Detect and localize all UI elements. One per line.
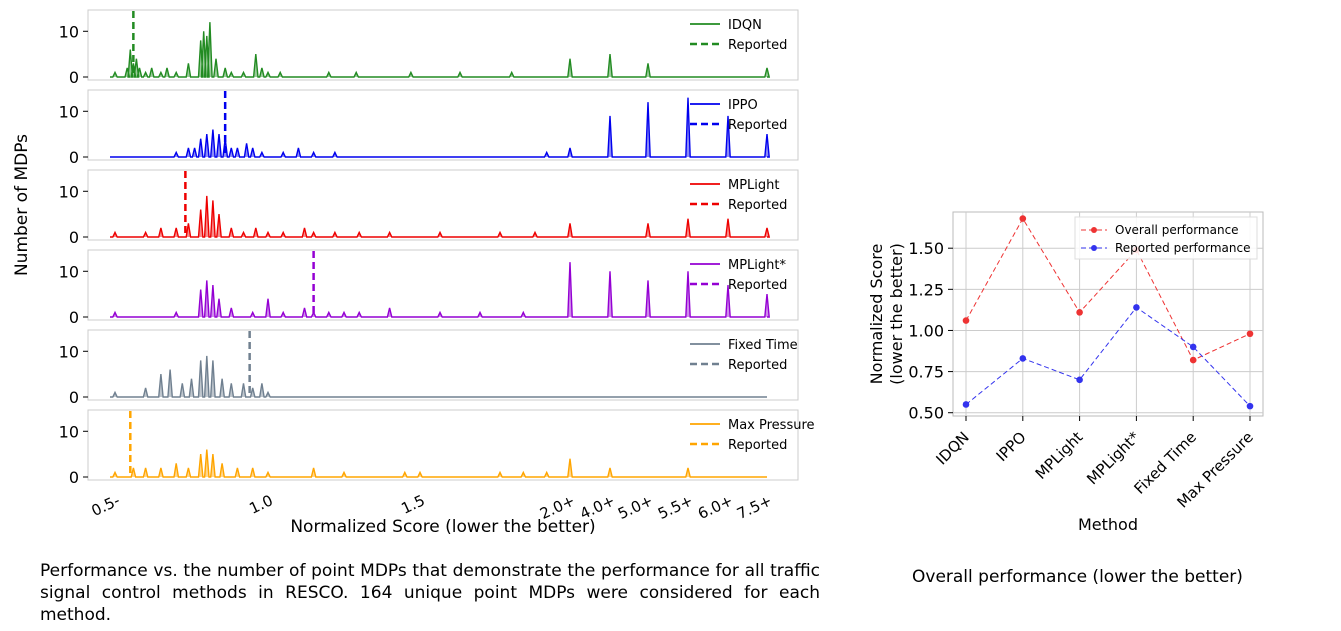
y-tick-label: 0	[69, 308, 79, 327]
x-tick-label: 5.5+	[655, 491, 696, 523]
legend-label-series: Fixed Time	[728, 338, 798, 353]
data-point	[1246, 402, 1254, 410]
y-tick-label: 0	[69, 388, 79, 407]
y-tick-label: 1.25	[908, 280, 944, 299]
data-point	[1019, 215, 1027, 222]
legend-label-series: MPLight*	[728, 258, 786, 273]
x-axis-label: Method	[1078, 515, 1138, 534]
legend-fixed-time: Fixed Time Reported	[690, 338, 798, 373]
series-reported-performance	[962, 304, 1254, 410]
y-tick-label: 1.00	[908, 321, 944, 340]
legend-label: Overall performance	[1115, 223, 1239, 237]
y-axis-label: Number of MDPs	[12, 134, 32, 276]
panel-idqn: 0 10 IDQN Reported	[59, 9, 799, 87]
x-tick-label: 1.5	[398, 491, 427, 517]
legend-label-reported: Reported	[728, 118, 787, 133]
legend-label-reported: Reported	[728, 198, 787, 213]
data-point	[1076, 309, 1083, 316]
data-point	[1246, 330, 1254, 338]
legend-marker	[1091, 245, 1097, 251]
series-line	[965, 306, 1251, 407]
legend-label-reported: Reported	[728, 438, 787, 453]
left-figure-caption: Performance vs. the number of point MDPs…	[40, 561, 820, 625]
x-tick-label: 5.0+	[615, 491, 656, 523]
distribution-panels-chart: 0 10 IDQN Reported 0 10 IPPO Reported 0 10 MPLight…	[12, 9, 815, 537]
panel-frame	[87, 329, 799, 401]
x-tick-label: 1.0	[246, 491, 275, 517]
y-tick-label: 1.50	[908, 239, 944, 258]
data-point	[962, 317, 970, 324]
y-tick-label: 10	[59, 262, 79, 281]
legend-label-reported: Reported	[728, 38, 787, 53]
y-axis-label: (lower the better)	[887, 243, 906, 385]
legend-mplight: MPLight* Reported	[690, 258, 787, 293]
series-line-fixed-time	[110, 355, 767, 398]
legend-max-pressure: Max Pressure Reported	[690, 418, 815, 453]
panel-max-pressure: 0 10 Max Pressure Reported	[59, 409, 815, 487]
y-tick-label: 10	[59, 422, 79, 441]
series-line-mplight	[110, 195, 771, 238]
series-line	[965, 217, 1251, 361]
series-line-max-pressure	[110, 449, 767, 478]
right-figure-caption: Overall performance (lower the better)	[912, 567, 1243, 587]
overall-performance-chart: 0.50 0.75 1.00 1.25 1.50 IDQN IPPO MPLightMPLig…	[867, 211, 1264, 534]
legend-label-series: Max Pressure	[728, 418, 815, 433]
legend-label-series: IPPO	[728, 98, 758, 113]
legend-mplight: MPLight Reported	[690, 178, 787, 213]
data-point	[1076, 376, 1083, 384]
data-point	[962, 401, 970, 408]
series-area-max-pressure	[110, 449, 767, 477]
legend-label: Reported performance	[1115, 241, 1250, 255]
series-line-ippo	[110, 97, 770, 158]
y-tick-label: 10	[59, 102, 79, 121]
panel-ippo: 0 10 IPPO Reported	[59, 89, 799, 167]
y-tick-label: 0	[69, 68, 79, 87]
panel-frame	[87, 89, 799, 161]
panel-frame	[87, 9, 799, 81]
y-tick-label: 0	[69, 228, 79, 247]
panel-frame	[87, 249, 799, 321]
legend-idqn: IDQN Reported	[690, 18, 787, 53]
x-tick-label: IPPO	[993, 428, 1030, 465]
panel-frame	[87, 409, 799, 481]
series-area-ippo	[110, 97, 770, 157]
y-tick-label: 0.75	[908, 363, 944, 382]
panel-fixed-time: 0 10 Fixed Time Reported	[59, 329, 799, 407]
y-tick-label: 0.50	[908, 404, 944, 423]
panel-mplight: 0 10 MPLight* Reported	[59, 249, 799, 327]
panel-frame	[87, 169, 799, 241]
legend-ippo: IPPO Reported	[690, 98, 787, 133]
legend: Overall performance Reported performance	[1074, 216, 1258, 260]
y-tick-label: 0	[69, 148, 79, 167]
y-tick-label: 10	[59, 342, 79, 361]
legend-label-series: IDQN	[728, 18, 762, 33]
x-tick-label: MPLight	[1032, 428, 1087, 483]
legend-label-reported: Reported	[728, 278, 787, 293]
y-tick-label: 10	[59, 182, 79, 201]
series-area-mplight	[110, 195, 770, 237]
series-line-mplight	[110, 262, 770, 318]
x-tick-label: 0.5-	[89, 491, 123, 520]
x-tick-label: 7.5+	[734, 491, 775, 523]
data-point	[1189, 356, 1197, 364]
x-tick-label: IDQN	[933, 428, 973, 468]
data-point	[1189, 343, 1197, 351]
data-point	[1133, 304, 1140, 311]
x-tick-label: 6.0+	[695, 491, 736, 523]
legend-label-series: MPLight	[728, 178, 780, 193]
x-tick-label: MPLight*	[1083, 428, 1143, 488]
legend-box	[1074, 216, 1258, 260]
data-point	[1019, 355, 1027, 362]
panel-mplight: 0 10 MPLight Reported	[59, 169, 799, 247]
y-tick-label: 0	[69, 468, 79, 487]
y-axis-label: Normalized Score	[867, 244, 886, 385]
legend-label-reported: Reported	[728, 358, 787, 373]
legend-marker	[1091, 227, 1097, 233]
y-tick-label: 10	[59, 22, 79, 41]
series-line-idqn	[110, 22, 771, 78]
x-axis-label: Normalized Score (lower the better)	[290, 517, 595, 537]
